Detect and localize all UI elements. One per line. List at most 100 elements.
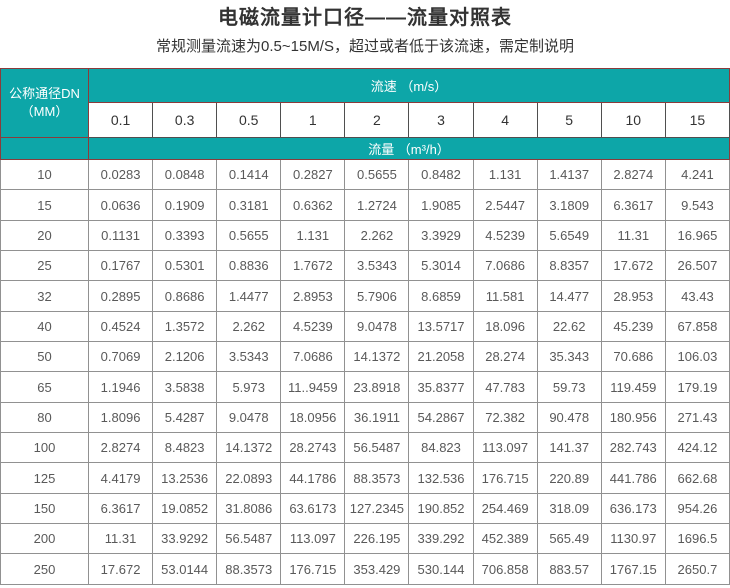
flow-value-cell: 18.096 <box>472 310 538 343</box>
flow-value-cell: 6.3617 <box>600 189 666 221</box>
flow-value-cell: 1.4137 <box>536 158 602 191</box>
flow-value-cell: 35.8377 <box>408 371 474 403</box>
flow-value-cell: 0.3393 <box>152 219 218 252</box>
table-row: 80 1.8096 5.4287 9.0478 18.0956 36.1911 54.286… <box>0 401 730 434</box>
flow-value-cell: 43.43 <box>664 280 730 312</box>
table-row: 65 1.1946 3.5838 5.973 11..9459 23.8918 35.837… <box>0 371 730 403</box>
dn-value-cell: 65 <box>0 371 89 403</box>
flow-value-cell: 0.8836 <box>216 250 282 282</box>
flow-value-cell: 1130.97 <box>600 523 666 555</box>
table-row: 50 0.7069 2.1206 3.5343 7.0686 14.1372 21.2058… <box>0 341 730 373</box>
flow-value-cell: 45.239 <box>600 310 666 343</box>
flow-value-cell: 1.3572 <box>152 310 218 343</box>
flow-value-cell: 11.581 <box>472 280 538 312</box>
dn-value-cell: 200 <box>0 523 89 555</box>
flow-value-cell: 3.3929 <box>408 219 474 252</box>
flow-value-cell: 662.68 <box>664 462 730 494</box>
dn-value-cell: 100 <box>0 432 89 464</box>
flow-value-cell: 17.672 <box>600 250 666 282</box>
dn-value-cell: 40 <box>0 310 89 343</box>
table-row: 150 6.3617 19.0852 31.8086 63.6173 127.2345 19… <box>0 492 730 525</box>
flow-value-cell: 56.5487 <box>344 432 410 464</box>
flow-value-cell: 33.9292 <box>152 523 218 555</box>
velocity-value-cell: 0.5 <box>216 102 282 138</box>
dn-value-cell: 150 <box>0 492 89 525</box>
flow-value-cell: 44.1786 <box>280 462 346 494</box>
flow-value-cell: 35.343 <box>536 341 602 373</box>
flow-value-cell: 22.0893 <box>216 462 282 494</box>
flow-value-cell: 28.274 <box>472 341 538 373</box>
flow-value-cell: 54.2867 <box>408 401 474 434</box>
flow-value-cell: 1767.15 <box>600 553 666 585</box>
flow-value-cell: 176.715 <box>280 553 346 585</box>
flow-value-cell: 18.0956 <box>280 401 346 434</box>
flow-value-cell: 63.6173 <box>280 492 346 525</box>
flow-value-cell: 318.09 <box>536 492 602 525</box>
flow-value-cell: 179.19 <box>664 371 730 403</box>
page-title: 电磁流量计口径——流量对照表 <box>218 7 512 29</box>
flow-value-cell: 0.5655 <box>216 219 282 252</box>
dn-value-cell: 125 <box>0 462 89 494</box>
flow-value-cell: 11.31 <box>87 523 154 555</box>
table-row: 40 0.4524 1.3572 2.262 4.5239 9.0478 13.5717 18… <box>0 310 730 343</box>
flow-value-cell: 67.858 <box>664 310 730 343</box>
flow-value-cell: 1.8096 <box>87 401 154 434</box>
flow-value-cell: 0.8482 <box>408 158 474 191</box>
velocity-value-cell: 5 <box>536 102 602 138</box>
flow-value-cell: 21.2058 <box>408 341 474 373</box>
flow-value-cell: 0.8686 <box>152 280 218 312</box>
table-row: 100 2.8274 8.4823 14.1372 28.2743 56.5487 84.8… <box>0 432 730 464</box>
table-row: 15 0.0636 0.1909 0.3181 0.6362 1.2724 1.9085 2.… <box>0 189 730 221</box>
flow-value-cell: 22.62 <box>536 310 602 343</box>
table-row: 200 11.31 33.9292 56.5487 113.097 226.195 339.… <box>0 523 730 555</box>
header-row-flow: 流量 （m³/h） <box>0 137 730 160</box>
flow-value-cell: 23.8918 <box>344 371 410 403</box>
flow-value-cell: 0.7069 <box>87 341 154 373</box>
flow-value-cell: 1.9085 <box>408 189 474 221</box>
table-row: 32 0.2895 0.8686 1.4477 2.8953 5.7906 8.6859 11… <box>0 280 730 312</box>
flow-value-cell: 0.1909 <box>152 189 218 221</box>
flow-value-cell: 0.1414 <box>216 158 282 191</box>
velocity-values-row: 0.1 0.3 0.5 1 2 3 4 5 10 15 <box>1 102 730 138</box>
table-row: 10 0.0283 0.0848 0.1414 0.2827 0.5655 0.8482 1.… <box>0 158 730 191</box>
flow-value-cell: 5.4287 <box>152 401 218 434</box>
flow-value-cell: 0.0848 <box>152 158 218 191</box>
flow-value-cell: 113.097 <box>280 523 346 555</box>
flow-value-cell: 2.8953 <box>280 280 346 312</box>
flow-value-cell: 26.507 <box>664 250 730 282</box>
flow-value-cell: 0.3181 <box>216 189 282 221</box>
flow-value-cell: 1.7672 <box>280 250 346 282</box>
dn-value-cell: 80 <box>0 401 89 434</box>
flow-value-cell: 17.672 <box>87 553 154 585</box>
flow-value-cell: 13.2536 <box>152 462 218 494</box>
velocity-value-cell: 3 <box>408 102 474 138</box>
flow-value-cell: 2.1206 <box>152 341 218 373</box>
flow-value-cell: 0.5301 <box>152 250 218 282</box>
flow-value-cell: 9.0478 <box>216 401 282 434</box>
flow-value-cell: 530.144 <box>408 553 474 585</box>
flow-value-cell: 706.858 <box>472 553 538 585</box>
flow-value-cell: 56.5487 <box>216 523 282 555</box>
flow-value-cell: 1.131 <box>472 158 538 191</box>
flow-value-cell: 36.1911 <box>344 401 410 434</box>
flow-value-cell: 636.173 <box>600 492 666 525</box>
flow-value-cell: 0.5655 <box>344 158 410 191</box>
flow-value-cell: 282.743 <box>600 432 666 464</box>
table-row: 125 4.4179 13.2536 22.0893 44.1786 88.3573 132… <box>0 462 730 494</box>
flow-value-cell: 954.26 <box>664 492 730 525</box>
flow-value-cell: 271.43 <box>664 401 730 434</box>
dn-value-cell: 20 <box>0 219 89 252</box>
flow-value-cell: 84.823 <box>408 432 474 464</box>
flow-value-cell: 8.6859 <box>408 280 474 312</box>
flow-value-cell: 9.0478 <box>344 310 410 343</box>
flow-value-cell: 9.543 <box>664 189 730 221</box>
flow-value-cell: 0.4524 <box>87 310 154 343</box>
flow-value-cell: 226.195 <box>344 523 410 555</box>
velocity-value-cell: 10 <box>600 102 666 138</box>
flow-value-cell: 353.429 <box>344 553 410 585</box>
flow-value-cell: 119.459 <box>600 371 666 403</box>
flow-value-cell: 3.5838 <box>152 371 218 403</box>
flow-value-cell: 28.2743 <box>280 432 346 464</box>
flow-value-cell: 14.1372 <box>344 341 410 373</box>
flow-value-cell: 13.5717 <box>408 310 474 343</box>
